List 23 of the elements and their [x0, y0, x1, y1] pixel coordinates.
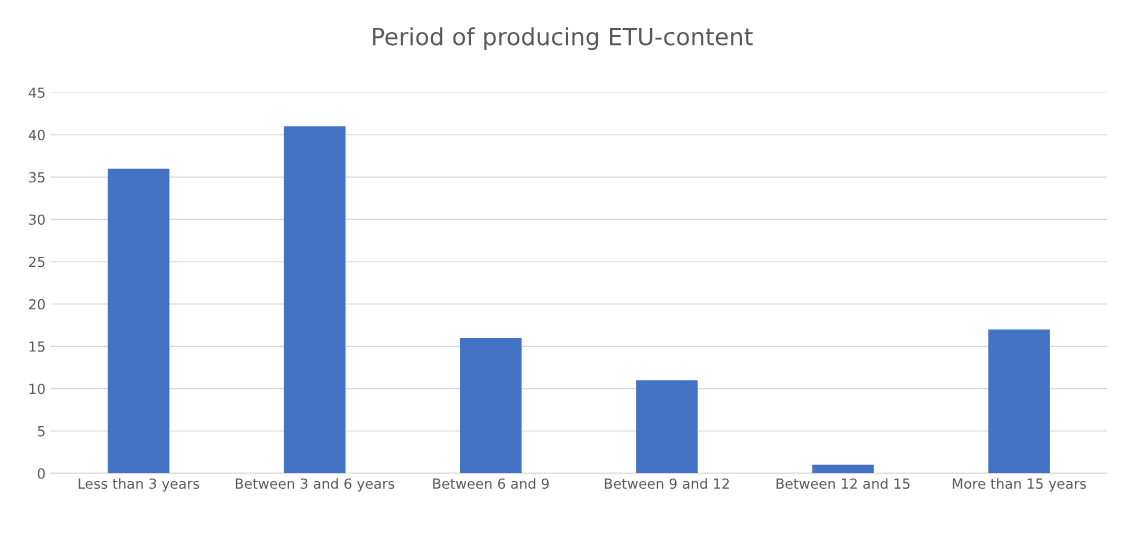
y-tick-label: 40 — [28, 129, 45, 141]
y-tick-label: 30 — [29, 214, 45, 225]
y-tick-label: 5 — [37, 426, 45, 437]
bar — [107, 168, 170, 474]
bar — [636, 380, 698, 474]
bar — [283, 126, 346, 474]
y-tick-label: 15 — [29, 341, 45, 352]
y-tick-label: 25 — [29, 256, 45, 268]
x-tick-label: Between 3 and 6 years — [235, 478, 395, 492]
chart-title: Period of producing ETU-content — [373, 27, 753, 51]
x-tick-label: Between 6 and 9 — [433, 478, 549, 489]
y-tick-label: 45 — [28, 87, 45, 98]
x-tick-label: Less than 3 years — [78, 478, 200, 492]
bar — [988, 329, 1050, 474]
bar — [460, 337, 522, 474]
y-tick-label: 20 — [29, 299, 45, 310]
bar — [812, 464, 874, 474]
y-tick-label: 10 — [29, 383, 45, 395]
y-tick-label: 35 — [29, 172, 45, 183]
x-tick-label: Between 9 and 12 — [604, 478, 729, 489]
x-tick-label: Between 12 and 15 — [776, 478, 910, 489]
x-tick-label: More than 15 years — [952, 478, 1086, 492]
y-tick-label: 0 — [37, 468, 45, 479]
